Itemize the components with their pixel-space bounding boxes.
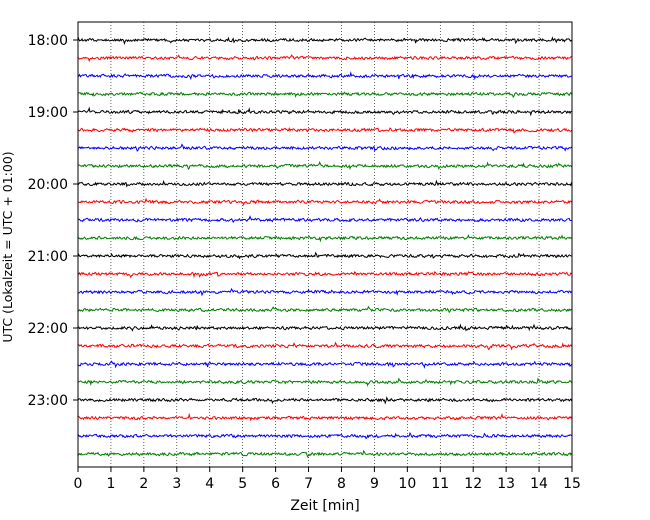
trace-line xyxy=(77,431,572,440)
x-axis: 0 1 2 3 4 5 6 7 8 9 10 11 12 13 14 15 xyxy=(74,467,581,492)
x-tick-label: 0 xyxy=(74,476,83,492)
x-tick-label: 12 xyxy=(464,476,482,492)
y-tick-label: 23:00 xyxy=(28,393,68,409)
x-tick-label: 14 xyxy=(530,476,548,492)
x-tick-label: 11 xyxy=(431,476,449,492)
trace-line xyxy=(77,71,572,81)
trace-line xyxy=(77,106,572,117)
trace-line xyxy=(77,412,573,422)
x-tick-label: 4 xyxy=(205,476,214,492)
trace-line xyxy=(77,197,573,207)
y-tick-label: 18:00 xyxy=(28,33,68,49)
x-tick-label: 2 xyxy=(139,476,148,492)
grid-lines xyxy=(110,22,540,467)
trace-line xyxy=(77,234,572,243)
trace-line xyxy=(77,251,572,260)
trace-line xyxy=(77,270,572,279)
y-tick-label: 19:00 xyxy=(28,105,68,121)
x-tick-label: 15 xyxy=(563,476,581,492)
trace-line xyxy=(77,179,573,188)
trace-line xyxy=(77,215,572,224)
x-tick-label: 10 xyxy=(398,476,416,492)
y-axis-label: UTC (Lokalzeit = UTC + 01:00) xyxy=(0,151,15,342)
x-tick-label: 7 xyxy=(304,476,313,492)
trace-line xyxy=(77,396,573,405)
trace-line xyxy=(77,36,573,46)
trace-line xyxy=(77,341,573,351)
trace-line xyxy=(77,127,573,134)
x-tick-label: 8 xyxy=(337,476,346,492)
y-tick-label: 20:00 xyxy=(28,177,68,193)
plot-frame xyxy=(77,21,573,468)
trace-line xyxy=(77,323,573,332)
x-axis-label: Zeit [min] xyxy=(290,498,359,514)
x-tick-label: 1 xyxy=(106,476,115,492)
trace-line xyxy=(77,143,572,152)
x-tick-label: 9 xyxy=(370,476,379,492)
trace-line xyxy=(77,449,573,458)
y-axis: 18:00 19:00 20:00 21:00 22:00 23:00 xyxy=(28,33,78,409)
seismogram-traces xyxy=(77,36,573,458)
trace-line xyxy=(77,287,572,297)
trace-line xyxy=(77,377,572,387)
trace-line xyxy=(77,160,573,171)
x-tick-label: 5 xyxy=(238,476,247,492)
x-tick-label: 3 xyxy=(172,476,181,492)
y-tick-label: 21:00 xyxy=(28,249,68,265)
trace-line xyxy=(77,305,572,314)
plot-area xyxy=(78,22,572,467)
x-tick-label: 13 xyxy=(497,476,515,492)
trace-line xyxy=(77,91,573,99)
x-tick-label: 6 xyxy=(271,476,280,492)
trace-line xyxy=(77,54,572,63)
y-tick-label: 22:00 xyxy=(28,321,68,337)
trace-line xyxy=(77,360,572,369)
